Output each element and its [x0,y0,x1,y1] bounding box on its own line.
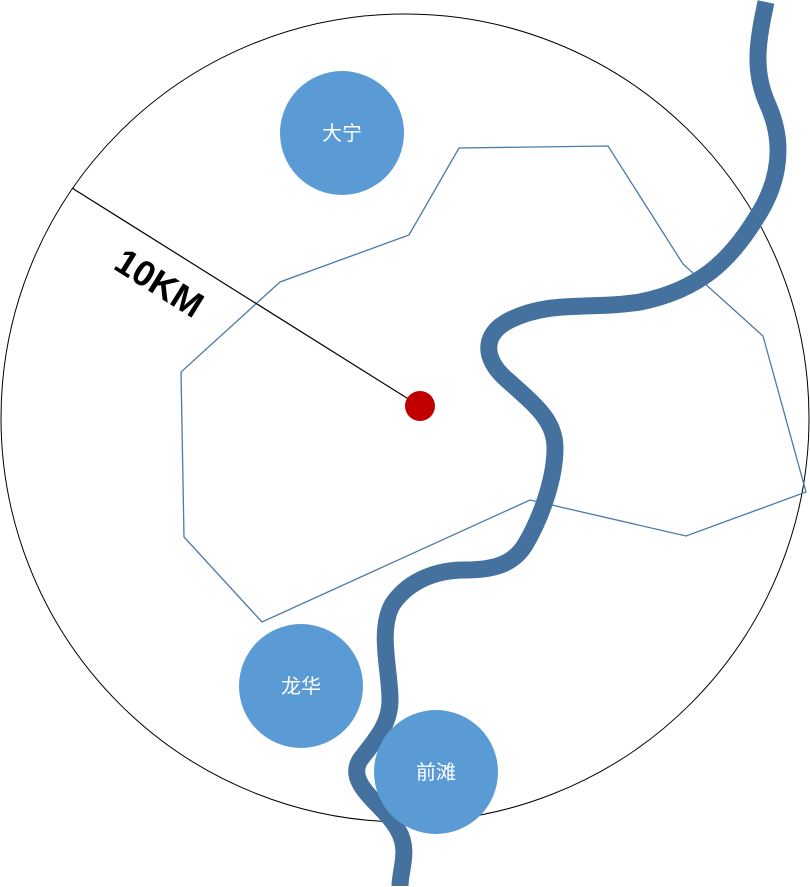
river [348,0,787,887]
place-bubble [374,710,498,834]
radius-line [71,187,419,406]
place-bubble [239,624,363,748]
district-boundary [180,145,807,623]
place-label: 大宁 [322,121,362,145]
place-bubble [280,71,404,195]
place-longhua: 龙华 [239,624,363,748]
place-qiantan: 前滩 [374,710,498,834]
radius-label: 10KM [108,240,211,326]
place-daning: 大宁 [280,71,404,195]
coverage-circle [0,13,810,823]
place-label: 龙华 [281,674,321,698]
center-point [405,391,435,421]
place-label: 前滩 [416,760,456,784]
